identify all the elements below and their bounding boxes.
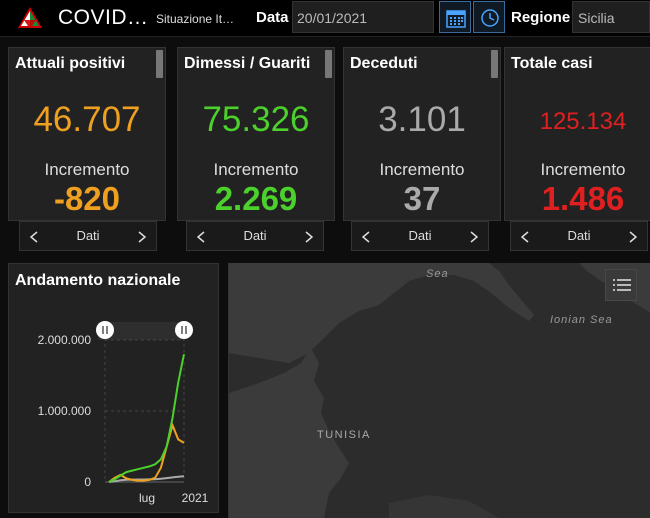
pager-dimessi-guariti: Dati (186, 221, 324, 251)
card-value: 3.101 (378, 100, 466, 139)
card-totale-casi: Totale casi 125.134 Incremento 1.486 (504, 47, 650, 221)
card-value: 46.707 (33, 100, 141, 139)
y-tick-label: 2.000.000 (38, 333, 92, 347)
next-arrow-icon[interactable] (305, 231, 313, 243)
prev-arrow-icon[interactable] (521, 231, 529, 243)
card-deceduti: Deceduti 3.101 Incremento 37 (343, 47, 501, 221)
y-tick-label: 1.000.000 (38, 404, 92, 418)
map-panel[interactable]: Sea Ionian Sea TUNISIA (228, 263, 650, 518)
card-increment-label: Incremento (540, 160, 626, 179)
card-increment-label: Incremento (379, 160, 465, 179)
header-bar: COVID… Situazione It… Data 20/01/2021 Re… (0, 0, 650, 37)
region-label: Regione (511, 9, 571, 26)
series-line (108, 422, 185, 483)
card-increment-label: Incremento (213, 160, 299, 179)
card-increment-value: 1.486 (541, 180, 625, 217)
map-land (229, 263, 650, 518)
card-title: Attuali positivi (15, 55, 126, 72)
range-handle-left[interactable] (96, 321, 114, 339)
trend-chart[interactable]: 2.000.000 1.000.000 0 lug 2021 (9, 302, 218, 512)
card-scrollbar[interactable] (156, 50, 163, 78)
trend-panel: Andamento nazionale 2.000.000 1.000.000 0 … (8, 263, 219, 513)
prev-arrow-icon[interactable] (362, 231, 370, 243)
date-label: Data (256, 9, 289, 26)
y-tick-label: 0 (84, 475, 91, 489)
card-scrollbar[interactable] (325, 50, 332, 78)
next-arrow-icon[interactable] (138, 231, 146, 243)
pager-totale-casi: Dati (510, 221, 648, 251)
map-label-tunisia: TUNISIA (317, 429, 371, 441)
card-title: Dimessi / Guariti (184, 55, 311, 72)
italy-logo-icon (18, 7, 42, 28)
pager-label: Dati (408, 228, 432, 243)
prev-arrow-icon[interactable] (197, 231, 205, 243)
map-label-ionian-sea: Ionian Sea (550, 314, 613, 326)
card-increment-label: Incremento (44, 160, 130, 179)
trend-title: Andamento nazionale (15, 272, 181, 289)
map-list-button[interactable] (605, 269, 637, 301)
card-title: Deceduti (350, 55, 418, 72)
x-tick-label: lug (139, 491, 155, 505)
region-select[interactable]: Sicilia (572, 1, 650, 33)
map-label-sea: Sea (426, 268, 449, 280)
pager-label: Dati (76, 228, 100, 243)
pager-label: Dati (243, 228, 267, 243)
prev-arrow-icon[interactable] (30, 231, 38, 243)
card-value: 125.134 (539, 108, 627, 135)
pager-deceduti: Dati (351, 221, 489, 251)
app-subtitle: Situazione It… (156, 12, 235, 26)
pager-attuali-positivi: Dati (19, 221, 157, 251)
card-title: Totale casi (511, 55, 593, 72)
next-arrow-icon[interactable] (470, 231, 478, 243)
x-tick-label: 2021 (182, 491, 209, 505)
card-increment-value: -820 (53, 180, 121, 217)
card-value: 75.326 (202, 100, 310, 139)
card-increment-value: 37 (403, 180, 441, 217)
list-icon (613, 279, 631, 291)
pager-label: Dati (567, 228, 591, 243)
series-line (108, 353, 185, 483)
time-button[interactable] (473, 1, 505, 33)
card-dimessi-guariti: Dimessi / Guariti 75.326 Incremento 2.26… (177, 47, 335, 221)
app-title: COVID… (58, 6, 149, 29)
calendar-button[interactable] (439, 1, 471, 33)
next-arrow-icon[interactable] (629, 231, 637, 243)
range-slider-track[interactable] (98, 322, 183, 340)
calendar-icon (446, 10, 466, 28)
date-input[interactable]: 20/01/2021 (292, 1, 434, 33)
card-increment-value: 2.269 (214, 180, 298, 217)
card-scrollbar[interactable] (491, 50, 498, 78)
clock-icon (481, 9, 499, 27)
card-attuali-positivi: Attuali positivi 46.707 Incremento -820 (8, 47, 166, 221)
range-handle-right[interactable] (175, 321, 193, 339)
